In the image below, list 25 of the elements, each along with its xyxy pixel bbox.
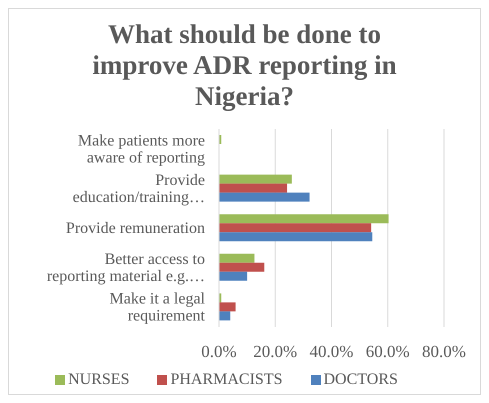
x-tick-label: 80.0%	[422, 342, 466, 362]
legend-label: NURSES	[68, 371, 130, 389]
bar	[219, 272, 248, 281]
x-tick-label: 40.0%	[310, 342, 354, 362]
x-tick-label: 0.0%	[201, 342, 237, 362]
legend-label: DOCTORS	[324, 371, 398, 389]
bar	[219, 223, 372, 232]
y-tick-label: Provide education/training…	[72, 171, 205, 206]
bar	[219, 214, 389, 224]
bar	[219, 232, 372, 242]
y-tick-label: Make it a legal requirement	[109, 290, 206, 324]
bar	[219, 184, 288, 193]
y-tick-label: Provide remuneration	[66, 220, 205, 236]
x-tick-label: 60.0%	[366, 342, 410, 362]
bar	[219, 302, 236, 312]
bar	[219, 192, 310, 202]
y-tick-label: Better access to reporting material e.g.…	[46, 250, 205, 285]
bar	[219, 254, 254, 263]
legend-label: PHARMACISTS	[170, 371, 282, 389]
bar	[219, 262, 264, 272]
bar	[219, 311, 230, 320]
y-tick-label: Make patients more aware of reporting	[78, 132, 205, 166]
x-tick-label: 20.0%	[253, 342, 298, 362]
chart-title: What should be done to improve ADR reporting in Nigeria?	[91, 19, 398, 113]
bar	[219, 174, 292, 184]
